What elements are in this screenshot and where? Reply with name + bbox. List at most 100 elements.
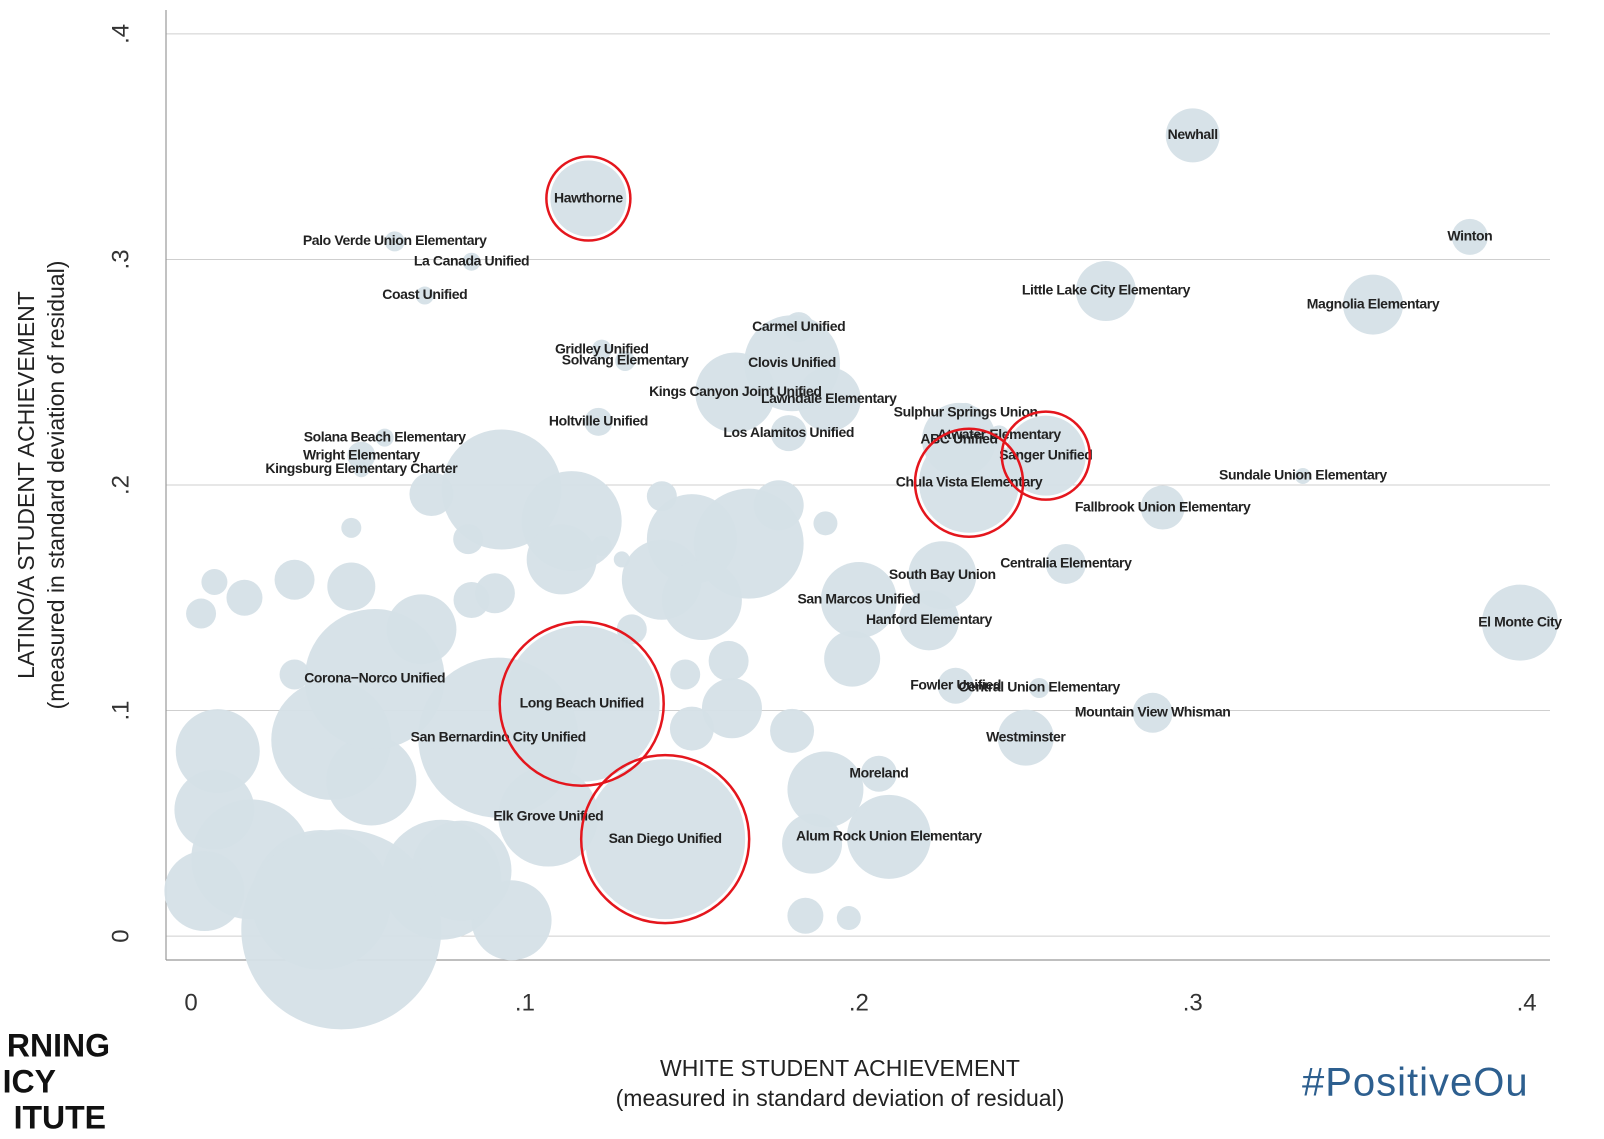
bubble [409,472,454,517]
bubble [1451,218,1488,255]
highlight-ring [913,427,1025,538]
bubble-label: El Monte City [1478,613,1562,629]
bubble [384,231,405,252]
highlights [498,155,1092,925]
bubble [787,751,864,828]
bubble-label: Mountain View Whisman [1075,704,1230,720]
bubble [919,432,1020,533]
bubble [1132,692,1173,733]
bubble [1481,584,1558,661]
bubble [782,813,843,874]
bubble [770,708,815,753]
bubble [175,709,260,794]
bubble [770,415,807,452]
bubble [1075,261,1136,322]
bubble [584,407,613,436]
bubble [1045,543,1086,584]
bubble [1343,274,1404,335]
bubble-label: Hawthorne [554,189,623,205]
bubble-label: Palo Verde Union Elementary [303,232,487,248]
y-tick-label: .3 [107,249,134,269]
bubble-label: Alum Rock Union Elementary [796,828,982,844]
bubble [201,568,228,595]
bubble-label: Atwater Elementary [937,426,1061,442]
bubble [813,511,838,536]
bubble [820,562,897,639]
bubble-label: Wright Elementary [303,446,420,462]
bubble [274,559,315,600]
bubble-label: Clovis Unified [748,354,836,370]
bubble [591,339,612,360]
labels: Newhall Hawthorne Palo Verde Union Element… [265,126,1562,846]
bubble [846,794,931,879]
bubble-label: Central Union Elementary [958,679,1120,695]
ticks: 0 .1 .2 .3 .4 0 .1 .2 .3 .4 [107,24,1536,1016]
bubble [613,551,630,568]
y-tick-label: .4 [107,24,134,44]
logo-line: ICY [3,1063,56,1099]
bubble [591,535,612,556]
bubble [860,755,897,792]
bubble [304,608,445,749]
y-axis-subtitle: (measured in standard deviation of resid… [43,261,69,710]
bubble [615,350,636,371]
highlight-ring [545,155,632,242]
bubble-label: Elk Grove Unified [493,807,603,823]
bubble [341,517,362,538]
bubble [708,640,749,681]
bubble [353,461,370,478]
bubble [937,667,974,704]
x-axis-subtitle: (measured in standard deviation of resid… [616,1085,1065,1111]
highlight-ring [579,753,751,925]
logo-line: RNING [7,1027,110,1063]
bubble [550,160,627,237]
bubble [997,709,1054,766]
bubble-label: Fowler Unified [910,676,1001,692]
hashtag: #PositiveOu [1302,1061,1529,1105]
bubble [1029,677,1050,698]
bubble-label: San Marcos Unified [797,591,920,607]
bubble [753,480,804,531]
bubble [1140,485,1185,530]
y-tick-label: .2 [107,475,134,495]
bubble [279,659,310,690]
bubble [701,678,762,739]
bubble-label: San Bernardino City Unified [411,728,586,744]
bubble [661,560,742,641]
bubble-label: Hanford Elementary [866,611,992,627]
x-tick-label: .1 [515,989,535,1016]
bubble-label: Winton [1447,228,1492,244]
bubble-label: Moreland [849,764,908,780]
bubble [670,659,701,690]
bubble-label: Coast Unified [382,286,467,302]
y-tick-label: 0 [107,929,134,942]
bubble [1165,108,1220,163]
bubble [824,630,881,687]
y-tick-label: .1 [107,701,134,721]
bubble-label: Corona−Norco Unified [304,670,445,686]
bubble-label: Fallbrook Union Elementary [1075,498,1251,514]
bubble-label: Kings Canyon Joint Unified [649,383,821,399]
bubble-label: Carmel Unified [752,318,845,334]
bubble-label: Solvang Elementary [562,352,689,368]
bubble-label: Lawndale Elementary [761,390,897,406]
bubble [164,850,245,931]
bubble-label: Little Lake City Elementary [1022,282,1191,298]
bubble [375,428,394,447]
bubble [787,897,824,934]
bubble-label: Magnolia Elementary [1307,295,1440,311]
bubble [327,562,376,611]
bubble-label: Sulphur Springs Union [894,404,1038,420]
bubble-label: Holtville Unified [549,413,648,429]
logo-line: ITUTE [14,1099,106,1135]
bubble-label: Sanger Unified [999,446,1092,462]
bubble [241,829,442,1030]
bubble [453,582,490,619]
x-tick-label: .4 [1517,989,1537,1016]
bubble [462,252,481,271]
bubble-label: Sundale Union Elementary [1219,467,1387,483]
bubble-label: Centralia Elementary [1000,555,1132,571]
bubble [526,524,597,595]
